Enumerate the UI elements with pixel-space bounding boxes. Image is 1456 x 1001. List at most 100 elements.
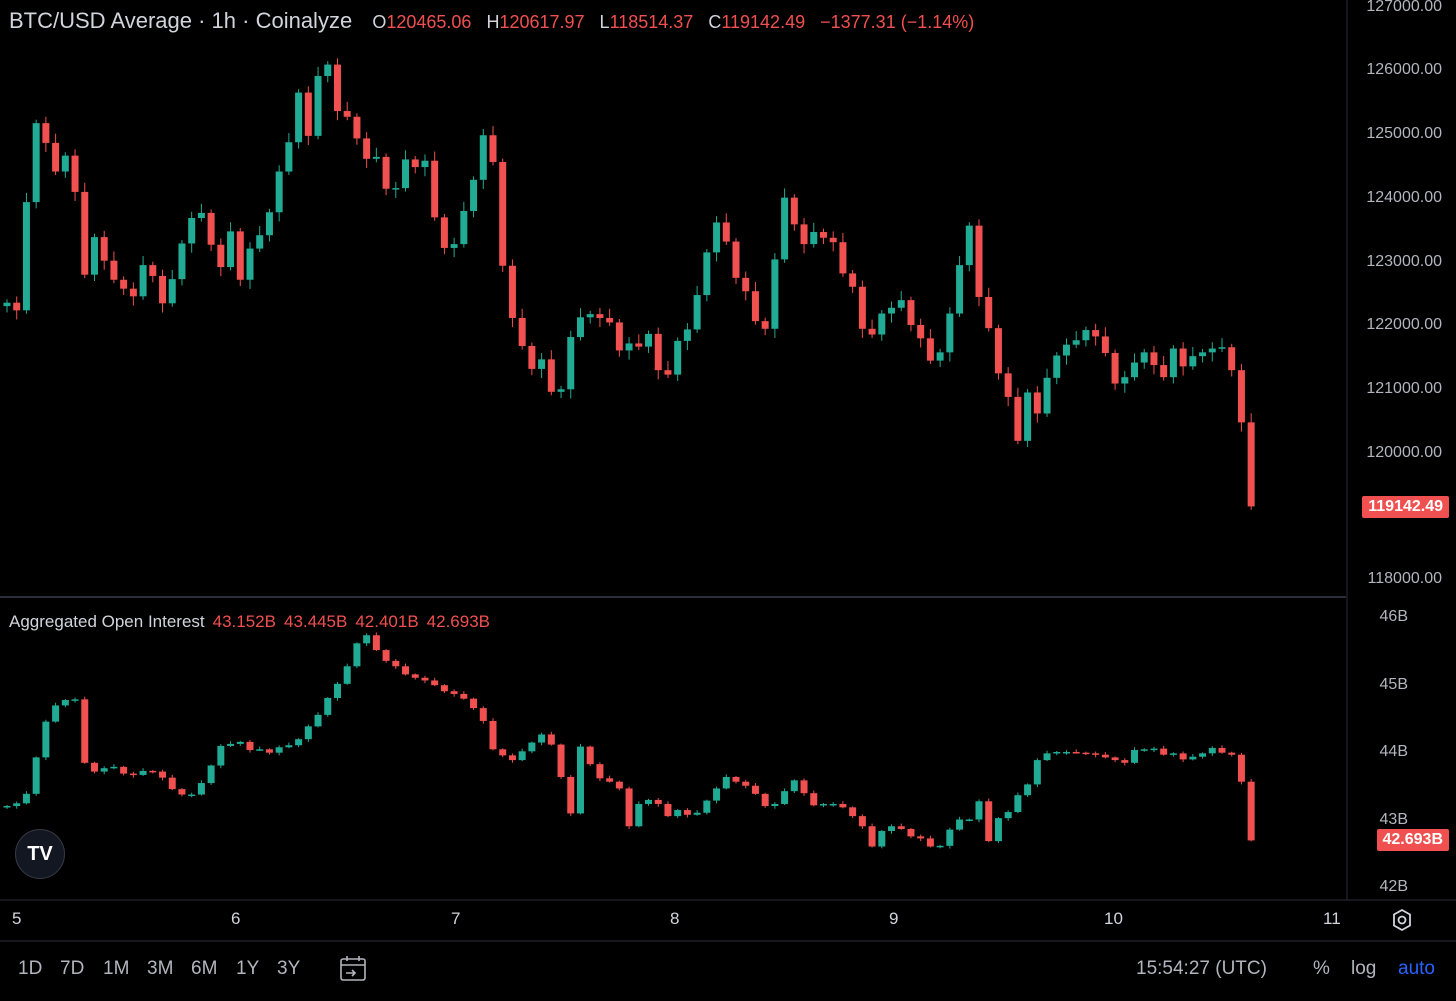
oi-candle-body (936, 845, 944, 848)
oi-candle-body (149, 770, 157, 773)
tradingview-logo[interactable]: TV (15, 829, 65, 879)
oi-candle-body (625, 788, 633, 827)
log-scale-button[interactable]: log (1351, 958, 1377, 979)
oi-candle-body (1043, 753, 1051, 761)
range-button-6m[interactable]: 6M (191, 958, 218, 979)
price-candle-body (1111, 352, 1119, 384)
oi-candle-body (236, 741, 244, 744)
oi-candle-body (217, 745, 225, 766)
oi-candle-body (1208, 747, 1216, 754)
oi-candle-body (1014, 795, 1022, 813)
price-candles (3, 58, 1255, 510)
calendar-goto-icon[interactable] (338, 955, 368, 983)
clock[interactable]: 15:54:27 (UTC) (1136, 958, 1267, 979)
last-price-tag: 119142.49 (1362, 496, 1449, 518)
oi-candle-body (227, 743, 235, 746)
oi-candle-body (1169, 753, 1177, 755)
range-button-7d[interactable]: 7D (60, 958, 85, 979)
oi-candle-body (829, 803, 837, 806)
price-candle-body (936, 352, 944, 361)
oi-candle-body (197, 783, 205, 795)
price-candle-body (1131, 362, 1139, 378)
time-axis-label: 11 (1323, 909, 1341, 928)
price-candle-body (333, 64, 341, 112)
oi-title[interactable]: Aggregated Open Interest (9, 612, 205, 631)
oi-candle-body (295, 739, 303, 746)
price-candle-body (489, 135, 497, 162)
oi-candle-body (1101, 754, 1109, 758)
price-candle-body (1199, 352, 1207, 357)
price-candle-body (236, 231, 244, 280)
oi-candle-body (907, 828, 915, 837)
oi-candle-body (411, 674, 419, 678)
oi-candle-body (256, 749, 264, 751)
price-candle-body (732, 241, 740, 278)
range-button-3y[interactable]: 3Y (277, 958, 301, 979)
price-candle-body (1140, 352, 1148, 363)
oi-candle-body (849, 807, 857, 817)
oi-candle-body (1004, 812, 1012, 819)
oi-candle-body (985, 801, 993, 842)
price-candle-body (586, 314, 594, 318)
oi-candle-body (13, 803, 21, 806)
range-button-1y[interactable]: 1Y (236, 958, 260, 979)
price-candle-body (538, 359, 546, 369)
price-candle-body (275, 171, 283, 213)
oi-high: 43.445B (283, 612, 348, 631)
oi-candle-body (1247, 781, 1255, 841)
price-candle-body (1072, 340, 1080, 345)
price-candle-body (790, 197, 798, 225)
price-candle-body (100, 237, 108, 261)
auto-scale-button[interactable]: auto (1398, 958, 1435, 979)
price-candle-body (518, 317, 526, 346)
percent-scale-button[interactable]: % (1313, 958, 1330, 979)
time-axis-label: 10 (1104, 909, 1123, 928)
oi-candle-body (868, 826, 876, 847)
price-candle-body (576, 317, 584, 338)
price-candle-body (722, 222, 730, 242)
price-candle-body (178, 243, 186, 280)
oi-candle-body (159, 771, 167, 778)
symbol-title[interactable]: BTC/USD Average · 1h · Coinalyze (9, 8, 353, 33)
gear-icon[interactable] (1390, 908, 1414, 932)
price-candle-body (771, 259, 779, 329)
price-candle-body (917, 324, 925, 339)
price-candle-body (188, 218, 196, 244)
price-candle-body (508, 265, 516, 318)
oi-candle-body (761, 793, 769, 806)
oi-candle-body (246, 741, 254, 750)
oi-legend[interactable]: Aggregated Open Interest 43.152B 43.445B 42… (9, 612, 490, 632)
oi-candle-body (713, 788, 721, 801)
oi-candle-body (1199, 753, 1207, 757)
oi-candle-body (538, 734, 546, 743)
oi-candle-body (440, 685, 448, 692)
oi-candle-body (508, 755, 516, 761)
oi-candle-body (470, 698, 478, 709)
oi-candle-body (722, 776, 730, 789)
range-button-3m[interactable]: 3M (147, 958, 174, 979)
price-candle-body (256, 235, 264, 249)
oi-candle-body (1072, 752, 1080, 754)
price-candle-body (421, 160, 429, 168)
oi-axis-label: 44B (1379, 743, 1408, 760)
oi-candle-body (343, 666, 351, 684)
oi-candle-body (518, 751, 526, 761)
oi-candle-body (1111, 757, 1119, 761)
price-candle-body (868, 328, 876, 335)
oi-candle-body (188, 794, 196, 797)
open-label: O (372, 12, 387, 32)
oi-candle-body (878, 830, 886, 847)
price-candle-body (3, 302, 11, 307)
price-candle-body (625, 343, 633, 351)
symbol-legend[interactable]: BTC/USD Average · 1h · Coinalyze O120465… (9, 8, 984, 34)
price-candle-body (343, 111, 351, 117)
price-candle-body (1218, 347, 1226, 349)
price-candle-body (713, 222, 721, 253)
price-axis-label: 123000.00 (1366, 253, 1442, 270)
oi-candle-body (90, 762, 98, 772)
range-button-1m[interactable]: 1M (103, 958, 130, 979)
oi-candle-body (1131, 749, 1139, 763)
range-button-1d[interactable]: 1D (18, 958, 43, 979)
oi-candle-body (654, 799, 662, 804)
